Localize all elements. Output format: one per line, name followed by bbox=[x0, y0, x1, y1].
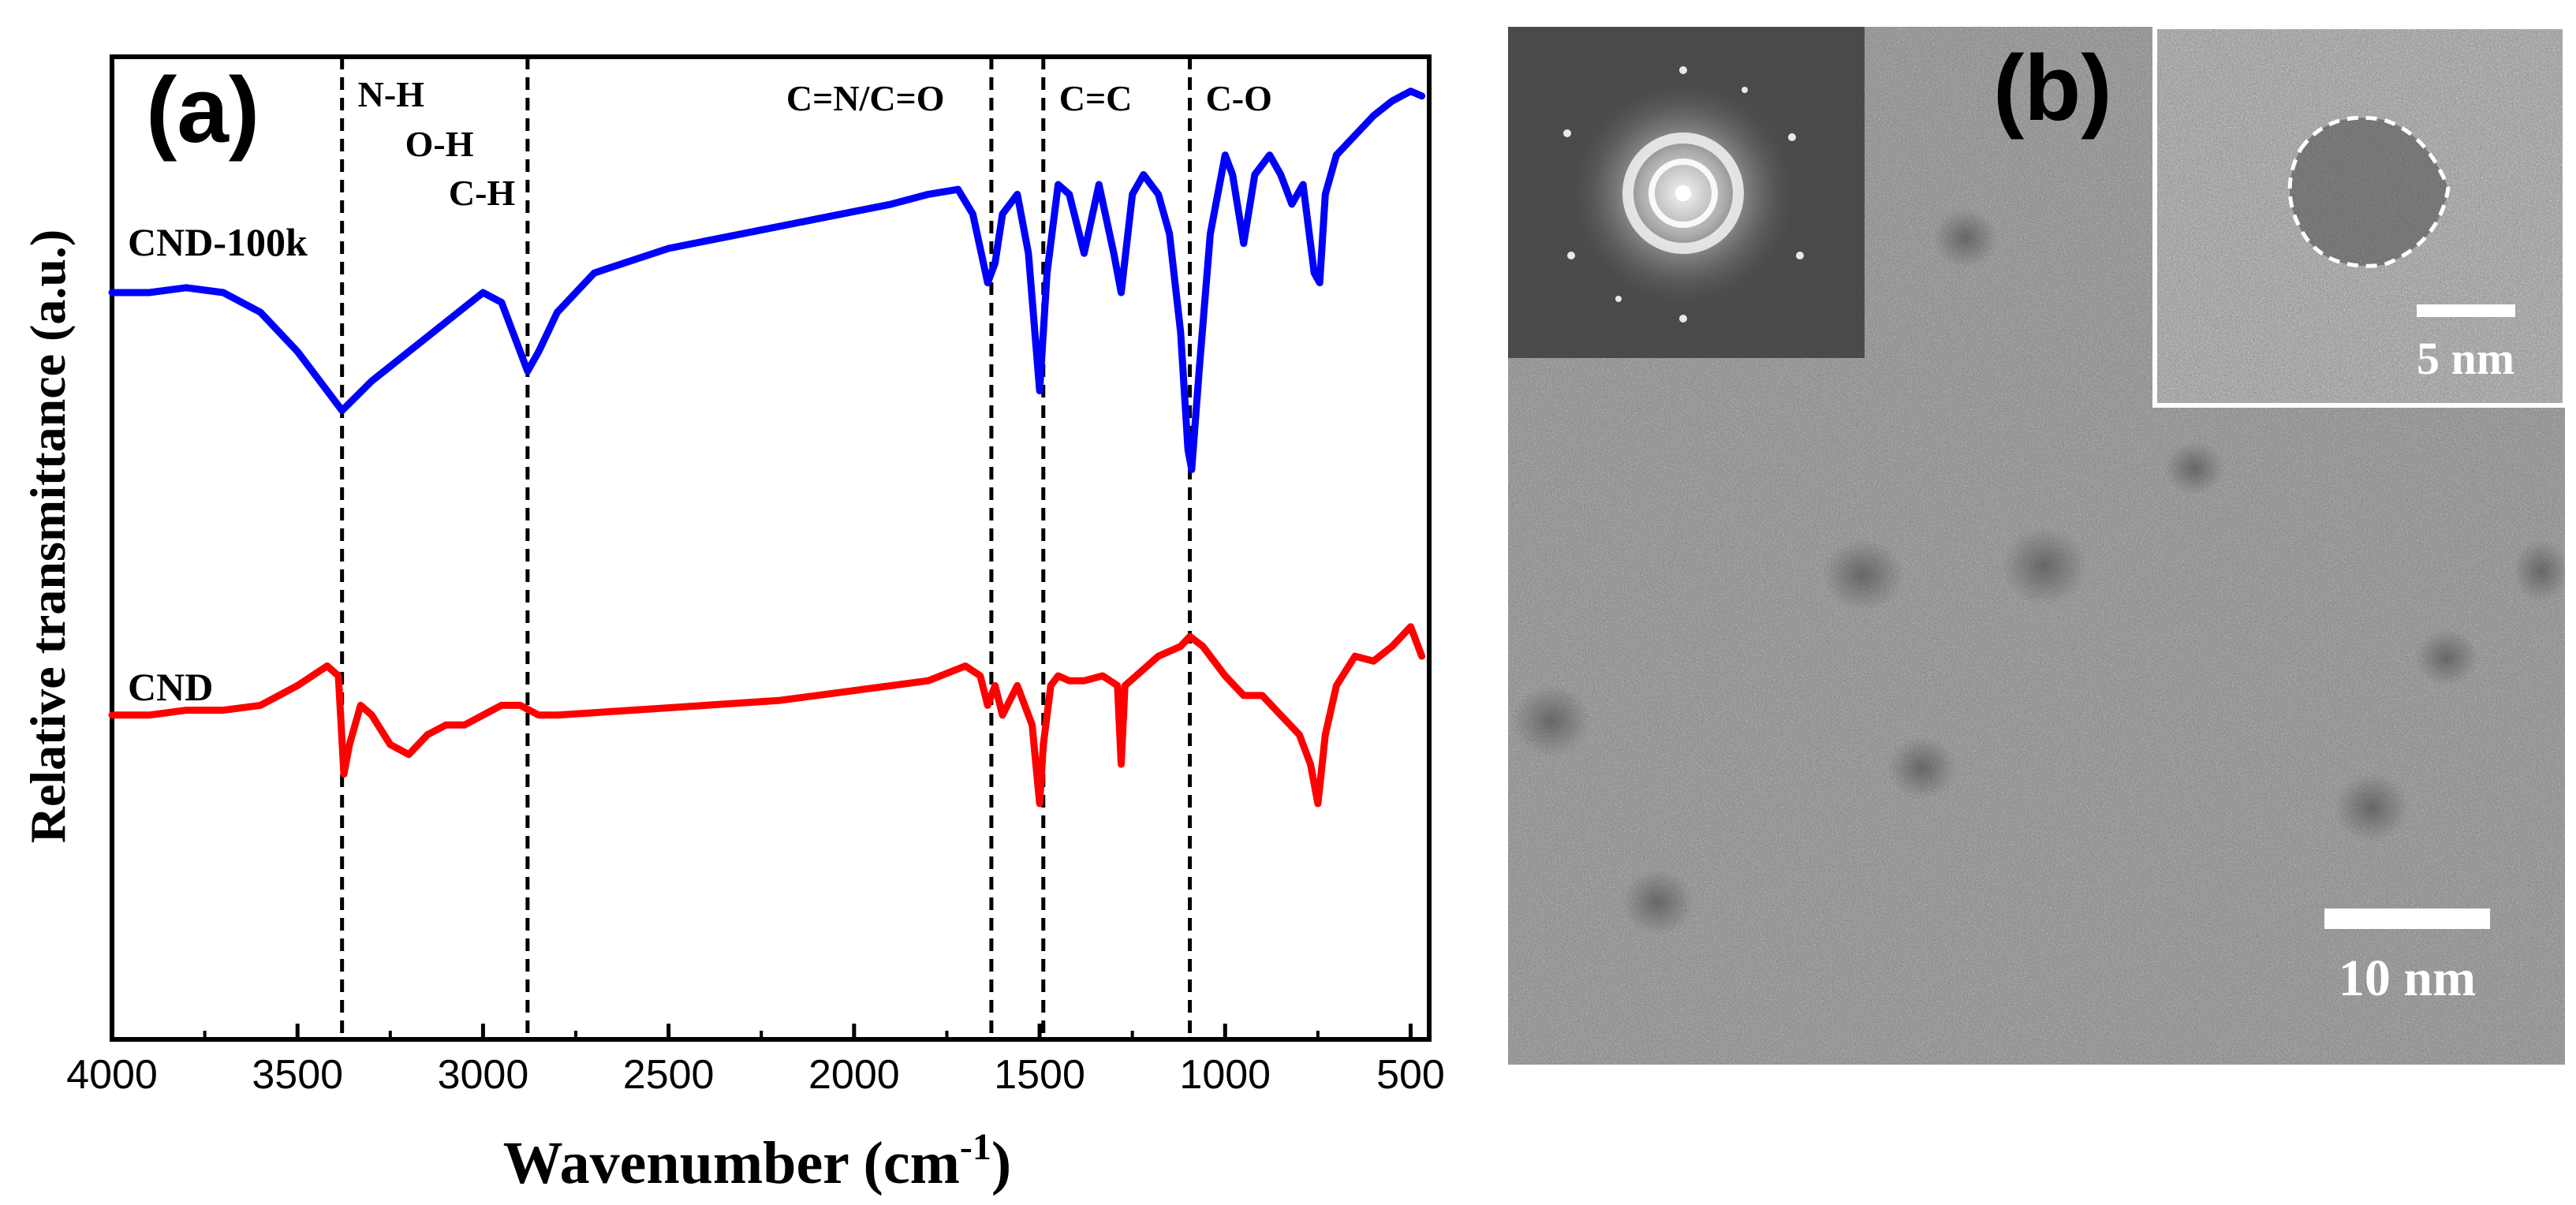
particle-outline bbox=[2287, 115, 2451, 268]
x-tick-label: 3000 bbox=[438, 1052, 529, 1098]
hrtem-grain bbox=[2155, 27, 2565, 405]
x-tick-label: 1500 bbox=[994, 1052, 1085, 1098]
x-tick-label: 1000 bbox=[1179, 1052, 1271, 1098]
x-tick-label: 500 bbox=[1376, 1052, 1445, 1098]
fft-ring bbox=[1622, 132, 1744, 254]
panel-a-label: (a) bbox=[146, 58, 259, 162]
nanoparticle bbox=[2164, 442, 2224, 495]
nanoparticle bbox=[2513, 539, 2570, 602]
nanoparticle bbox=[2001, 527, 2088, 606]
fft-inner-ring bbox=[1648, 159, 1718, 228]
x-tick-label: 2000 bbox=[808, 1052, 900, 1098]
tem-panel: 5 nm (b) 10 nm bbox=[1508, 24, 2570, 1065]
hrtem-inset: 5 nm bbox=[2152, 24, 2567, 408]
nanoparticle bbox=[1887, 737, 1957, 800]
fft-inset bbox=[1508, 27, 1865, 358]
series-line-cnd-100k bbox=[108, 88, 1426, 473]
x-tick-label: 4000 bbox=[66, 1052, 158, 1098]
nanoparticle bbox=[2334, 773, 2410, 842]
series-label: CND-100k bbox=[128, 220, 308, 264]
nanoparticle bbox=[2415, 629, 2478, 686]
ftir-chart: 4000 3500 3000 2500 2000 1500 1000 500 N-H O-H C-H… bbox=[20, 54, 1445, 1196]
band-label: C-H bbox=[449, 173, 516, 213]
nanoparticle bbox=[1932, 208, 1999, 268]
fft-spots bbox=[1563, 66, 1804, 323]
series-line-cnd bbox=[108, 623, 1426, 808]
scale-bar-inset bbox=[2417, 304, 2515, 317]
nanoparticle-crystal bbox=[2290, 118, 2448, 267]
nanoparticles bbox=[1512, 208, 2570, 935]
plot-layer: 4000 3500 3000 2500 2000 1500 1000 500 N-H O-H C-H… bbox=[66, 54, 1445, 1098]
scale-bar bbox=[2324, 908, 2490, 929]
band-label: C=C bbox=[1059, 78, 1133, 118]
band-label: C-O bbox=[1206, 78, 1272, 118]
band-label: C=N/C=O bbox=[786, 78, 945, 118]
ftir-panel: 4000 3500 3000 2500 2000 1500 1000 500 N-H O-H C-H… bbox=[20, 54, 1445, 1196]
x-axis-label: Wavenumber (cm-1) bbox=[503, 1126, 1011, 1196]
band-label: O-H bbox=[405, 124, 474, 164]
fft-center bbox=[1675, 185, 1691, 201]
x-tick-label: 2500 bbox=[623, 1052, 715, 1098]
scale-bar-inset-label: 5 nm bbox=[2417, 333, 2514, 384]
x-tick-label: 3500 bbox=[252, 1052, 343, 1098]
y-axis-label: Relative transmittance (a.u.) bbox=[20, 229, 76, 843]
panel-b-label: (b) bbox=[1993, 36, 2112, 140]
plot-frame bbox=[110, 54, 1432, 1042]
series-label: CND bbox=[128, 665, 213, 709]
band-label: N-H bbox=[358, 74, 425, 114]
nanoparticle bbox=[1822, 539, 1904, 611]
scale-bar-label: 10 nm bbox=[2339, 949, 2476, 1007]
tem-image: 5 nm (b) 10 nm bbox=[1508, 24, 2570, 1065]
nanoparticle bbox=[1512, 685, 1591, 757]
nanoparticle bbox=[1622, 869, 1694, 935]
